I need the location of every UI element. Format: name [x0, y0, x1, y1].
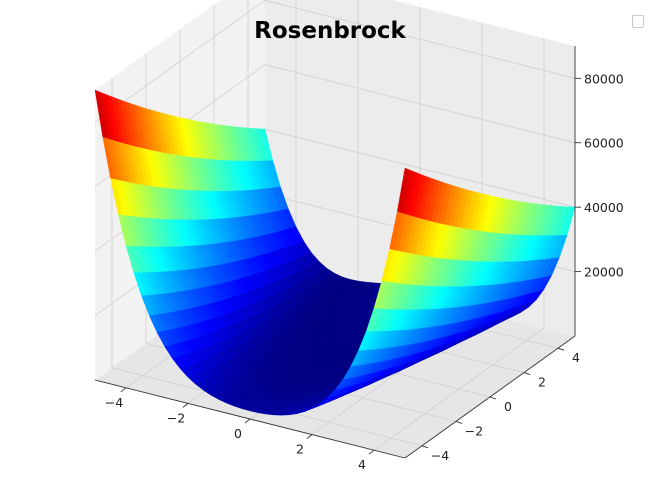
x-tick-mark — [182, 403, 189, 408]
x-tick-mark — [368, 449, 375, 455]
chart-title: Rosenbrock — [254, 18, 406, 44]
backwall-gridline-z — [264, 0, 576, 79]
x-tick-label: 2 — [296, 442, 304, 457]
surface-plot — [94, 89, 576, 416]
x-tick-mark — [244, 418, 251, 424]
y-tick-label: −4 — [431, 448, 449, 463]
x-tick-label: 4 — [358, 457, 366, 472]
z-tick-label: 80000 — [584, 71, 624, 86]
y-tick-mark — [523, 372, 531, 376]
y-tick-mark — [455, 420, 463, 424]
y-tick-mark — [421, 445, 429, 449]
y-tick-label: −2 — [465, 423, 483, 438]
tick-labels: −4 −2 0 2 4 −4 −2 0 2 4 20000 40000 60000 80000 — [105, 71, 624, 472]
y-tick-label: 0 — [504, 399, 512, 414]
x-tick-label: −4 — [105, 395, 123, 410]
backwall-gridline-z — [264, 64, 576, 144]
z-tick-label: 60000 — [584, 136, 624, 151]
y-tick-mark — [489, 396, 497, 400]
z-tick-label: 40000 — [584, 200, 624, 215]
x-tick-label: 0 — [234, 426, 242, 441]
y-tick-label: 4 — [572, 350, 580, 365]
x-tick-label: −2 — [167, 410, 185, 425]
legend-box — [632, 15, 644, 28]
x-tick-mark — [120, 387, 127, 393]
x-tick-mark — [306, 434, 313, 439]
surface-patch — [397, 167, 410, 213]
backwall-gridline-z — [264, 128, 576, 208]
z-tick-label: 20000 — [584, 265, 624, 280]
y-tick-mark — [557, 347, 565, 351]
y-tick-label: 2 — [538, 375, 546, 390]
